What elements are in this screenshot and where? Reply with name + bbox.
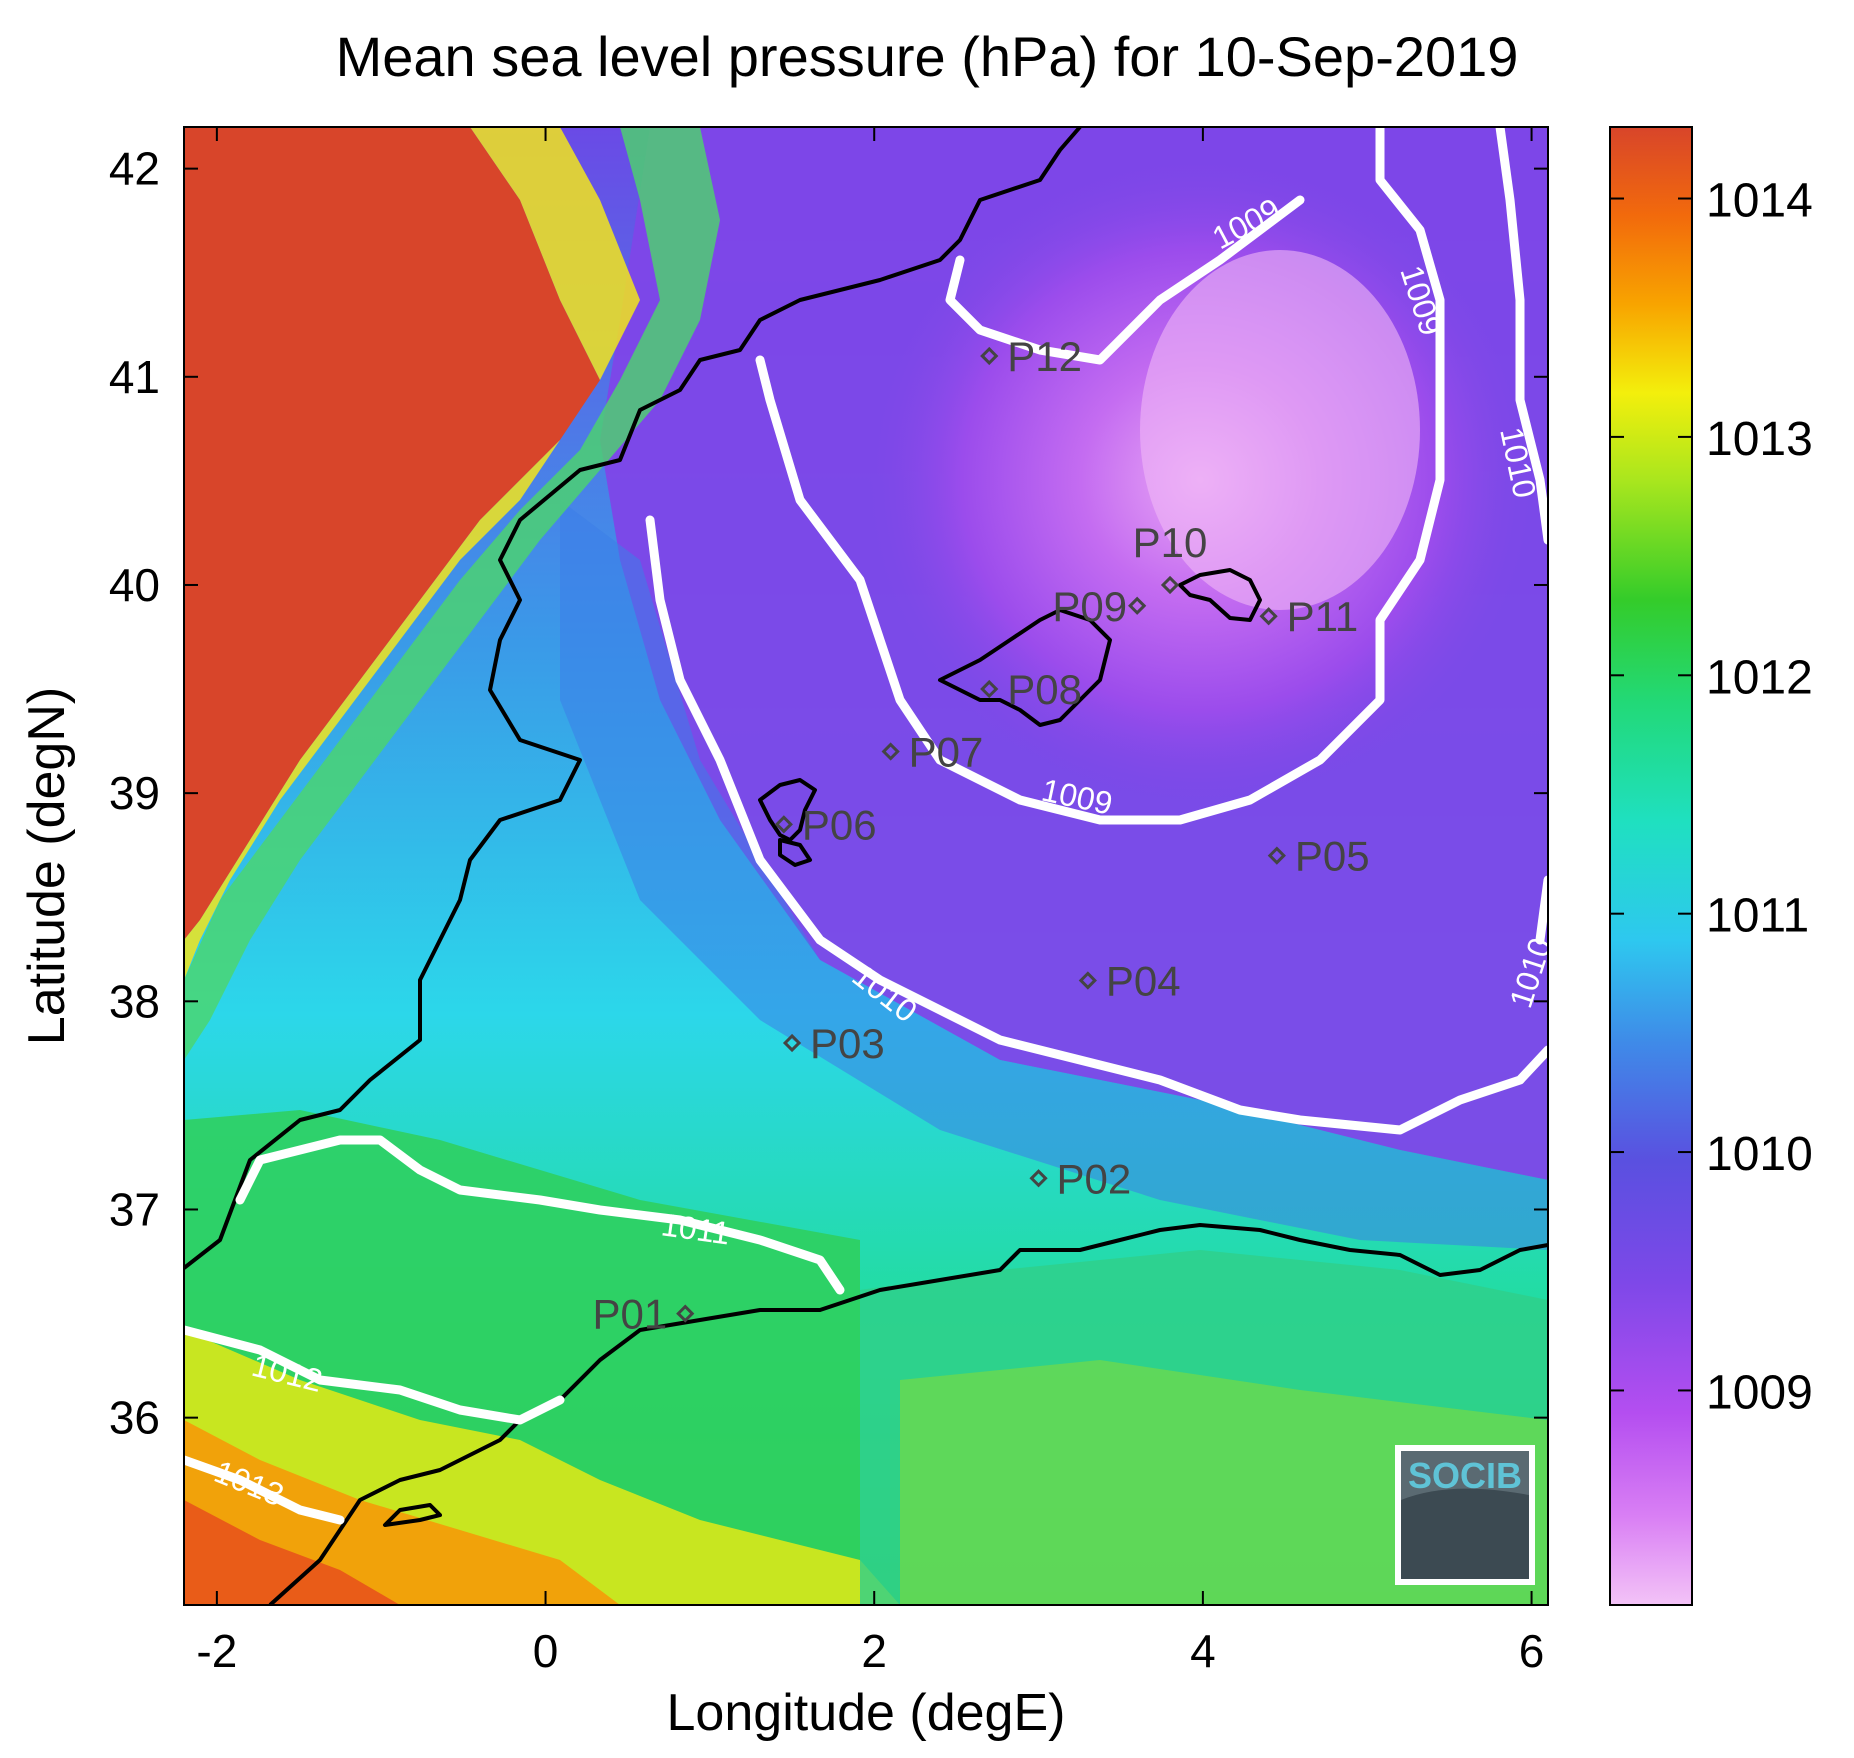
- station-marker: [1160, 575, 1180, 595]
- y-tick-label: 42: [109, 143, 160, 195]
- station-label: P09: [1052, 583, 1127, 630]
- station-label: P07: [909, 729, 984, 776]
- chart-title: Mean sea level pressure (hPa) for 10-Sep…: [335, 25, 1519, 88]
- station-marker: [1128, 596, 1147, 615]
- x-tick-label: 0: [533, 1625, 559, 1677]
- colorbar-tick-label: 1012: [1706, 651, 1813, 704]
- station-marker: [774, 815, 793, 834]
- station-marker: [980, 679, 999, 699]
- station-label: P11: [1287, 593, 1359, 640]
- station-marker: [1259, 607, 1278, 626]
- x-axis: -2 0 2 4 6: [196, 127, 1544, 1677]
- station-marker: [881, 742, 900, 761]
- y-tick-label: 38: [109, 975, 160, 1027]
- station-marker: [1267, 846, 1286, 865]
- station-marker: [676, 1304, 695, 1323]
- station-marker: [980, 346, 999, 366]
- station-label: P05: [1295, 833, 1370, 880]
- station-marker: [1078, 971, 1097, 990]
- y-tick-label: 39: [109, 767, 160, 819]
- y-tick-label: 37: [109, 1183, 160, 1235]
- socib-logo: SOCIB: [1395, 1445, 1535, 1585]
- colorbar-tick-label: 1014: [1706, 175, 1813, 228]
- y-axis-label: Latitude (degN): [18, 687, 76, 1045]
- station-label: P06: [802, 801, 877, 848]
- x-tick-label: 6: [1519, 1625, 1545, 1677]
- x-tick-label: -2: [196, 1625, 237, 1677]
- station-marker: [782, 1033, 802, 1053]
- isobar-contours: [184, 127, 1548, 1525]
- y-tick-label: 36: [109, 1392, 160, 1444]
- colorbar-tick-label: 1010: [1706, 1128, 1813, 1181]
- station-label: P04: [1106, 957, 1181, 1004]
- x-tick-label: 2: [861, 1625, 887, 1677]
- station-label: P03: [810, 1020, 885, 1067]
- plot-frame: [183, 126, 1549, 1606]
- pressure-field: [184, 127, 1548, 1605]
- x-tick-label: 4: [1190, 1625, 1216, 1677]
- y-tick-label: 41: [109, 351, 160, 403]
- coastlines: [184, 127, 1548, 1605]
- x-axis-label: Longitude (degE): [667, 1684, 1066, 1742]
- station-label: P02: [1057, 1155, 1132, 1202]
- colorbar-ticks: 1009 1010 1011 1012 1013 1014: [1610, 175, 1813, 1419]
- y-tick-label: 40: [109, 559, 160, 611]
- colorbar-tick-label: 1011: [1706, 890, 1809, 943]
- station-label: P08: [1007, 666, 1082, 713]
- colorbar-tick-label: 1013: [1706, 413, 1813, 466]
- station-label: P10: [1133, 519, 1208, 566]
- station-marker: [1029, 1169, 1048, 1188]
- y-axis: 36 37 38 39 40 41 42: [109, 143, 1548, 1444]
- station-label: P12: [1007, 333, 1082, 380]
- logo-text: SOCIB: [1408, 1455, 1522, 1496]
- colorbar: [1609, 126, 1693, 1606]
- colorbar-tick-label: 1009: [1706, 1366, 1813, 1419]
- station-label: P01: [592, 1291, 667, 1338]
